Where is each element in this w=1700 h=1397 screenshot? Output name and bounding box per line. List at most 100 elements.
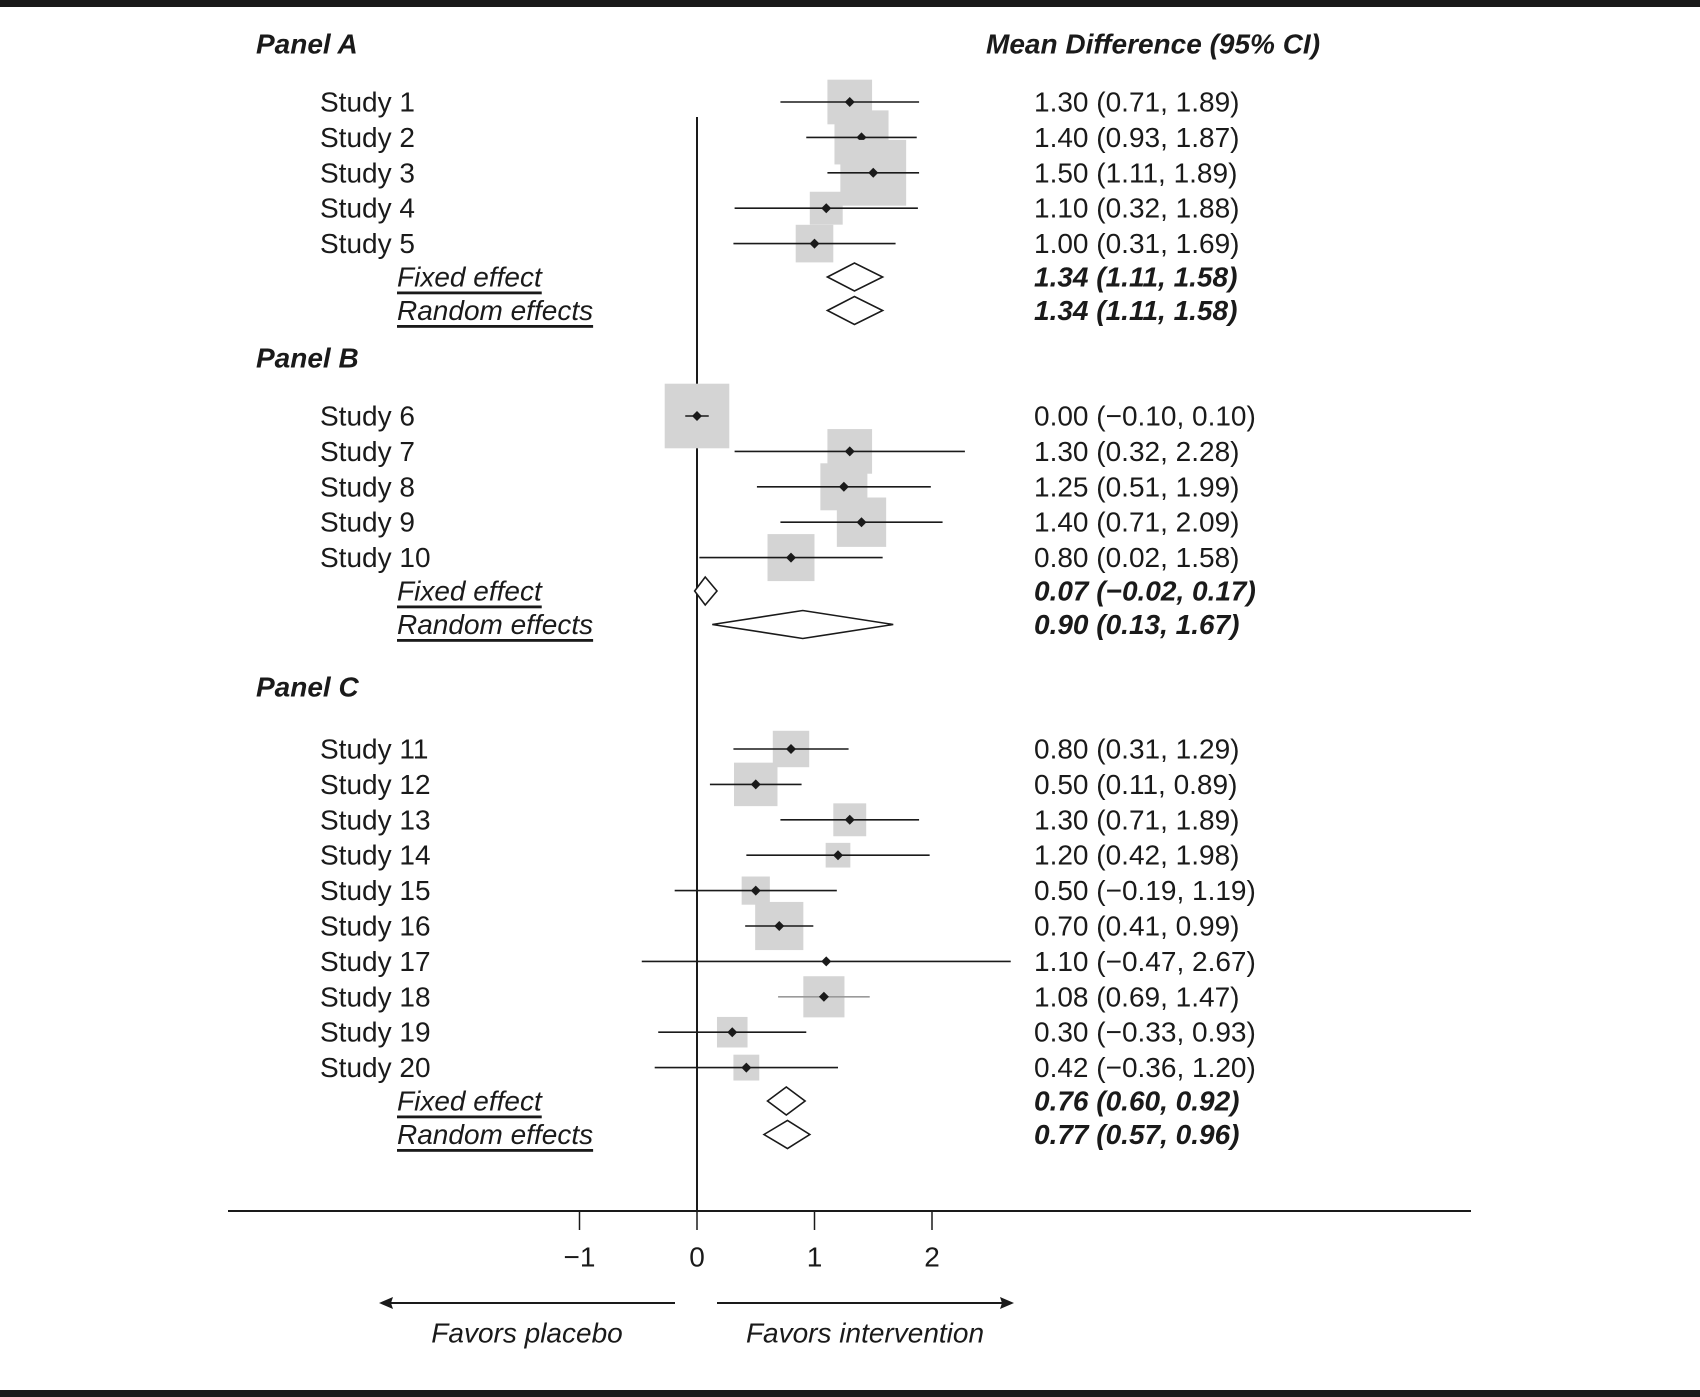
pooled-label: Random effects [397,295,593,326]
pooled-estimate-text: 1.34 (1.11, 1.58) [1034,262,1237,293]
estimate-text: 1.50 (1.11, 1.89) [1034,157,1237,188]
estimate-text: 1.10 (−0.47, 2.67) [1034,946,1256,977]
study-label: Study 18 [320,981,431,1012]
study-label: Study 16 [320,911,431,942]
estimate-text: 0.80 (0.02, 1.58) [1034,542,1239,573]
study-row: Study 10 0.80 (0.02, 1.58) [320,534,1239,582]
point-estimate [786,552,796,563]
point-estimate [741,1062,752,1073]
study-label: Study 12 [320,769,431,800]
arrow-right-head [1000,1297,1014,1309]
pooled-label: Random effects [397,1119,593,1150]
pooled-estimate-text: 0.76 (0.60, 0.92) [1034,1086,1239,1117]
pooled-diamond [762,1119,812,1150]
study-row: Study 19 0.30 (−0.33, 0.93) [320,1017,1256,1048]
estimate-text: 1.20 (0.42, 1.98) [1034,840,1239,871]
favors-placebo-label: Favors placebo [431,1318,622,1349]
pooled-row: Random effects 1.34 (1.11, 1.58) [397,295,1237,326]
study-label: Study 5 [320,228,415,259]
study-row: Study 17 1.10 (−0.47, 2.67) [320,946,1256,977]
study-row: Study 13 1.30 (0.71, 1.89) [320,803,1239,837]
estimate-text: 0.30 (−0.33, 0.93) [1034,1017,1256,1048]
panel-title: Panel B [256,343,359,374]
pooled-row: Fixed effect 0.07 (−0.02, 0.17) [397,576,1256,607]
study-row: Study 12 0.50 (0.11, 0.89) [320,762,1237,807]
point-estimate [856,517,867,528]
panel-a: Panel A Study 1 1.30 (0.71, 1.89) Study 2 1.… [256,29,1239,327]
estimate-text: 1.30 (0.71, 1.89) [1034,87,1239,118]
pooled-label: Fixed effect [397,262,543,293]
study-label: Study 6 [320,401,415,432]
estimate-text: 1.30 (0.71, 1.89) [1034,804,1239,835]
study-label: Study 19 [320,1017,431,1048]
point-estimate [774,921,785,931]
study-row: Study 5 1.00 (0.31, 1.69) [320,224,1239,263]
study-label: Study 2 [320,122,415,153]
study-row: Study 9 1.40 (0.71, 2.09) [320,497,1239,547]
study-row: Study 18 1.08 (0.69, 1.47) [320,976,1239,1018]
estimate-text: 0.00 (−0.10, 0.10) [1034,401,1256,432]
study-row: Study 15 0.50 (−0.19, 1.19) [320,875,1256,906]
point-estimate [692,411,702,421]
pooled-row: Fixed effect 0.76 (0.60, 0.92) [397,1086,1239,1117]
study-label: Study 9 [320,507,415,538]
estimate-text: 1.40 (0.71, 2.09) [1034,507,1239,538]
study-label: Study 13 [320,804,431,835]
study-row: Study 4 1.10 (0.32, 1.88) [320,191,1239,225]
pooled-estimate-text: 0.07 (−0.02, 0.17) [1034,576,1256,607]
study-row: Study 11 0.80 (0.31, 1.29) [320,730,1239,768]
study-label: Study 10 [320,542,431,573]
study-row: Study 20 0.42 (−0.36, 1.20) [320,1052,1256,1083]
study-label: Study 17 [320,946,431,977]
pooled-diamond [825,295,885,326]
panel-b: Panel B Study 6 0.00 (−0.10, 0.10) Study 7 1… [256,343,1256,641]
pooled-estimate-text: 1.34 (1.11, 1.58) [1034,295,1237,326]
estimate-text: 0.42 (−0.36, 1.20) [1034,1052,1256,1083]
pooled-diamond [712,609,894,640]
point-estimate [786,744,796,754]
point-estimate [750,779,761,790]
point-estimate [821,203,832,214]
pooled-row: Random effects 0.90 (0.13, 1.67) [397,609,1239,640]
top-border [0,0,1700,7]
estimate-text: 1.25 (0.51, 1.99) [1034,471,1239,502]
study-label: Study 1 [320,87,415,118]
study-row: Study 8 1.25 (0.51, 1.99) [320,463,1239,511]
point-estimate [844,97,855,107]
study-label: Study 11 [320,734,428,765]
point-estimate [818,991,829,1002]
study-row: Study 14 1.20 (0.42, 1.98) [320,840,1239,871]
point-estimate [727,1027,738,1038]
point-estimate [868,167,879,178]
arrow-left-head [379,1297,393,1309]
panel-title: Panel C [256,672,359,703]
study-label: Study 8 [320,471,415,502]
study-row: Study 3 1.50 (1.11, 1.89) [320,139,1237,206]
pooled-row: Fixed effect 1.34 (1.11, 1.58) [397,262,1237,293]
study-row: Study 1 1.30 (0.71, 1.89) [320,79,1239,125]
estimate-text: 1.10 (0.32, 1.88) [1034,193,1239,224]
estimate-text: 0.80 (0.31, 1.29) [1034,734,1239,765]
study-row: Study 6 0.00 (−0.10, 0.10) [320,383,1256,449]
point-estimate [833,850,843,861]
estimate-text: 0.50 (0.11, 0.89) [1034,769,1237,800]
pooled-diamond [825,262,885,292]
pooled-label: Random effects [397,609,593,640]
pooled-label: Fixed effect [397,1086,543,1117]
pooled-diamond [766,1086,807,1116]
x-tick-label: −1 [564,1242,596,1273]
pooled-estimate-text: 0.90 (0.13, 1.67) [1034,609,1239,640]
point-estimate [844,446,855,457]
estimate-text: 1.30 (0.32, 2.28) [1034,436,1239,467]
study-row: Study 16 0.70 (0.41, 0.99) [320,901,1239,951]
x-tick-label: 2 [924,1242,940,1273]
x-tick-label: 0 [689,1242,705,1273]
study-label: Study 20 [320,1052,431,1083]
estimate-text: 0.50 (−0.19, 1.19) [1034,875,1256,906]
estimate-text: 1.08 (0.69, 1.47) [1034,981,1239,1012]
point-estimate [809,238,820,249]
point-estimate [838,481,849,492]
study-label: Study 4 [320,193,415,224]
panel-title: Panel A [256,29,358,60]
